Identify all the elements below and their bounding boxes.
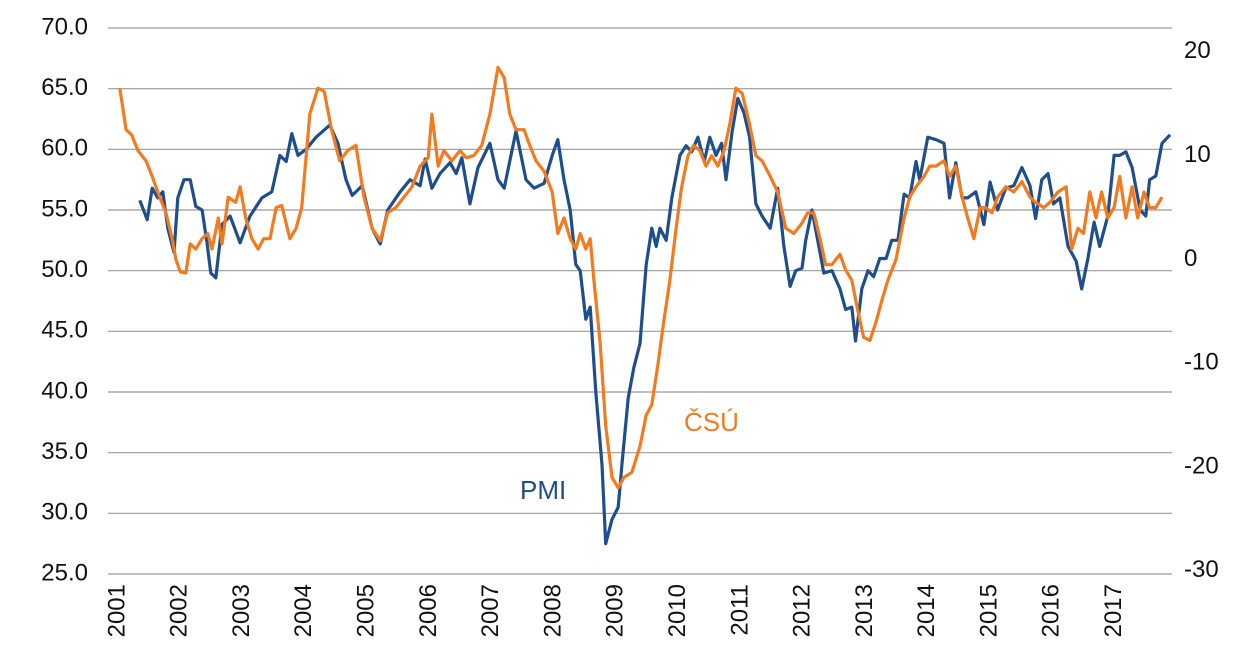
- y-tick-label: 35.0: [41, 438, 88, 465]
- x-tick-label: 2014: [913, 584, 940, 637]
- series-annotation: ČSÚ: [684, 407, 739, 437]
- y-tick-label: 70.0: [41, 13, 88, 40]
- x-tick-label: 2017: [1100, 584, 1127, 637]
- x-tick-label: 2006: [415, 584, 442, 637]
- x-tick-label: 2013: [851, 584, 878, 637]
- x-tick-label: 2001: [103, 584, 130, 637]
- y-tick-label: 65.0: [41, 74, 88, 101]
- x-tick-label: 2012: [789, 584, 816, 637]
- x-tick-label: 2002: [166, 584, 193, 637]
- x-tick-label: 2005: [352, 584, 379, 637]
- y2-tick-label: 20: [1184, 37, 1211, 64]
- x-tick-label: 2007: [477, 584, 504, 637]
- x-tick-label: 2009: [602, 584, 629, 637]
- x-tick-label: 2010: [664, 584, 691, 637]
- y-tick-label: 55.0: [41, 195, 88, 222]
- series-annotation: PMI: [520, 475, 566, 505]
- x-tick-label: 2015: [975, 584, 1002, 637]
- y-tick-label: 50.0: [41, 256, 88, 283]
- series-line: [138, 96, 1172, 546]
- y-tick-label: 25.0: [41, 559, 88, 586]
- x-tick-label: 2016: [1038, 584, 1065, 637]
- x-tick-label: 2004: [290, 584, 317, 637]
- y2-tick-label: -30: [1184, 556, 1219, 583]
- y2-tick-label: -20: [1184, 452, 1219, 479]
- x-tick-label: 2011: [726, 584, 753, 636]
- y-tick-label: 60.0: [41, 135, 88, 162]
- y2-tick-label: 0: [1184, 245, 1197, 272]
- y-tick-label: 45.0: [41, 317, 88, 344]
- x-tick-label: 2008: [539, 584, 566, 637]
- series-line: [118, 65, 1164, 490]
- y-tick-label: 30.0: [41, 499, 88, 526]
- x-tick-label: 2003: [228, 584, 255, 637]
- y-tick-label: 40.0: [41, 377, 88, 404]
- y2-tick-label: 10: [1184, 141, 1211, 168]
- y2-tick-label: -10: [1184, 349, 1219, 376]
